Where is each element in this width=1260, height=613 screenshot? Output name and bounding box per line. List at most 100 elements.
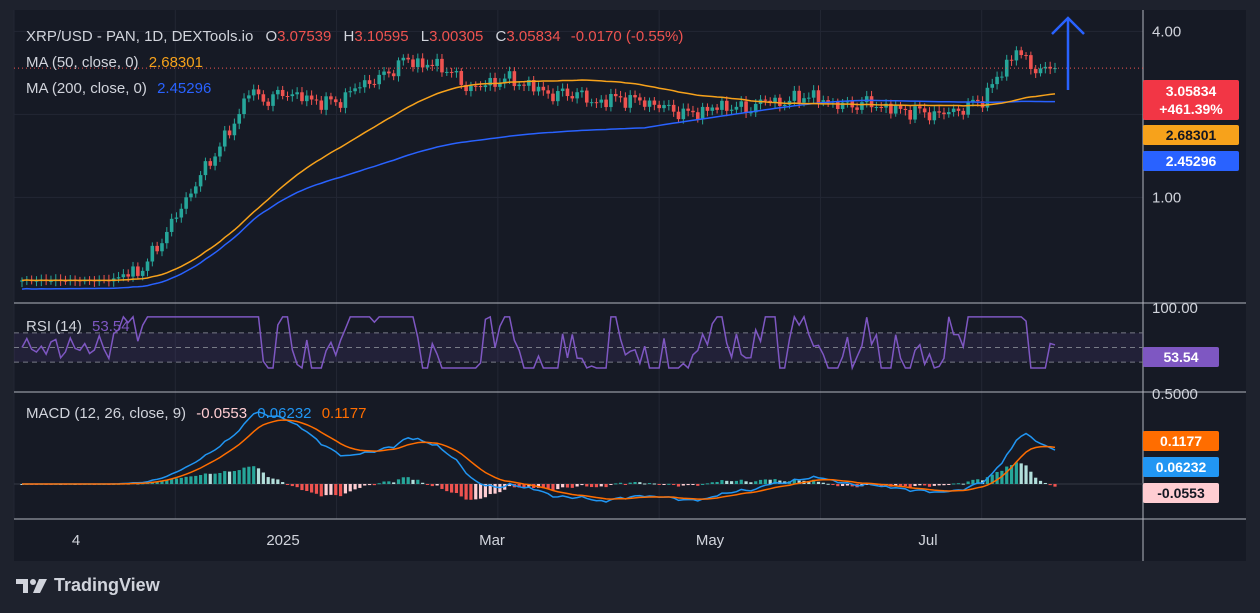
macd-hist-bar — [310, 484, 314, 493]
candle-body — [782, 104, 787, 107]
rsi-line — [21, 314, 1056, 371]
candle-body — [864, 96, 869, 103]
macd-hist-bar — [1019, 463, 1023, 484]
macd-hist-bar — [561, 484, 565, 488]
candle-body — [985, 87, 990, 108]
candle-body — [990, 84, 995, 88]
macd-hist-bar — [618, 482, 623, 484]
tradingview-logo[interactable]: TradingView — [14, 575, 160, 596]
macd-hist-bar — [276, 479, 280, 484]
macd-hist-bar — [271, 478, 275, 484]
candle-body — [821, 100, 826, 103]
candle-body — [908, 109, 912, 120]
candle-body — [560, 88, 565, 92]
candle-body — [478, 86, 483, 88]
candle-body — [652, 100, 657, 105]
candle-body — [63, 280, 68, 282]
candle-body — [927, 112, 932, 121]
macd-hist-bar — [392, 482, 396, 484]
macd-hist-bar — [749, 482, 753, 484]
candle-body — [218, 146, 222, 157]
candle-body — [276, 89, 280, 95]
macd-hist-bar — [189, 476, 193, 484]
candle-body — [613, 93, 618, 97]
ma200-label: MA (200, close, 0) — [26, 80, 147, 97]
candle-body — [285, 96, 290, 98]
candle-body — [937, 111, 941, 113]
macd-hist-bar — [353, 484, 357, 490]
high-label: H — [343, 28, 355, 45]
rsi-label: RSI (14) — [26, 318, 82, 335]
macd-hist-bar — [358, 484, 362, 488]
candle-body — [835, 101, 840, 109]
candle-body — [1000, 76, 1004, 78]
macd-tick-label: 0.5000 — [1152, 386, 1198, 403]
candle-body — [565, 88, 570, 97]
arrow-head — [1051, 16, 1085, 35]
candle-body — [942, 112, 946, 115]
macd-hist-bar — [614, 483, 618, 485]
candle-body — [300, 92, 304, 102]
macd-line-value: 0.06232 — [257, 405, 312, 422]
macd-hist-bar — [792, 479, 796, 484]
macd-hist-bar — [681, 484, 685, 486]
candle-body — [517, 84, 521, 87]
candle-body — [333, 99, 338, 103]
macd-hist-bar — [720, 480, 724, 484]
macd-hist-bar — [1043, 482, 1047, 484]
ma200-legend: MA (200, close, 0) 2.45296 — [26, 80, 211, 97]
candle-body — [1029, 55, 1033, 69]
candle-body — [580, 90, 584, 93]
candle-body — [469, 85, 473, 92]
macd-hist-bar — [459, 484, 463, 497]
macd-hist-bar — [976, 479, 980, 484]
macd-hist-bar — [628, 482, 632, 484]
candle-body — [995, 76, 999, 85]
rsi-legend: RSI (14) 53.54 — [26, 318, 130, 335]
macd-hist-bar — [165, 480, 169, 484]
macd-hist-bar — [696, 484, 700, 486]
candle-body — [261, 94, 266, 102]
candle-body — [377, 74, 382, 85]
ma200-line — [21, 99, 1056, 290]
candle-body — [242, 98, 246, 115]
candle-body — [744, 101, 748, 113]
macd-hist-bar — [556, 484, 560, 490]
candle-body — [1033, 68, 1038, 74]
macd-hist-bar — [377, 483, 381, 485]
macd-hist-bar — [956, 483, 961, 485]
candle-body — [845, 100, 850, 103]
macd-hist-bar — [570, 484, 574, 488]
macd-hist-bar — [643, 483, 647, 485]
candle-body — [121, 274, 126, 278]
candle-body — [898, 104, 903, 109]
candle-body — [382, 71, 386, 75]
macd-hist-bar — [734, 480, 739, 484]
macd-hist-bar — [295, 484, 299, 488]
candle-body — [319, 100, 324, 110]
candle-body — [720, 100, 724, 110]
candle-body — [551, 93, 555, 102]
candle-body — [309, 95, 314, 100]
candle-body — [855, 107, 859, 110]
candle-body — [435, 58, 439, 66]
macd-hist-bar — [406, 477, 410, 484]
macd-hist-bar — [546, 484, 550, 489]
macd-hist-bar — [430, 484, 434, 487]
candle-body — [797, 90, 801, 103]
candle-body — [570, 96, 575, 99]
candle-body — [840, 102, 845, 109]
macd-hist-bar — [343, 484, 348, 494]
x-tick-label: Mar — [479, 532, 505, 549]
candle-body — [155, 245, 159, 252]
candle-body — [213, 156, 217, 166]
macd-hist-bar — [160, 481, 164, 484]
rsi-tick-label: 100.00 — [1152, 300, 1198, 317]
macd-hist-bar — [203, 473, 208, 484]
candle-body — [401, 57, 406, 61]
candle-body — [247, 95, 251, 99]
candle-body — [116, 277, 121, 279]
candle-body — [266, 101, 270, 106]
candle-body — [358, 87, 362, 89]
